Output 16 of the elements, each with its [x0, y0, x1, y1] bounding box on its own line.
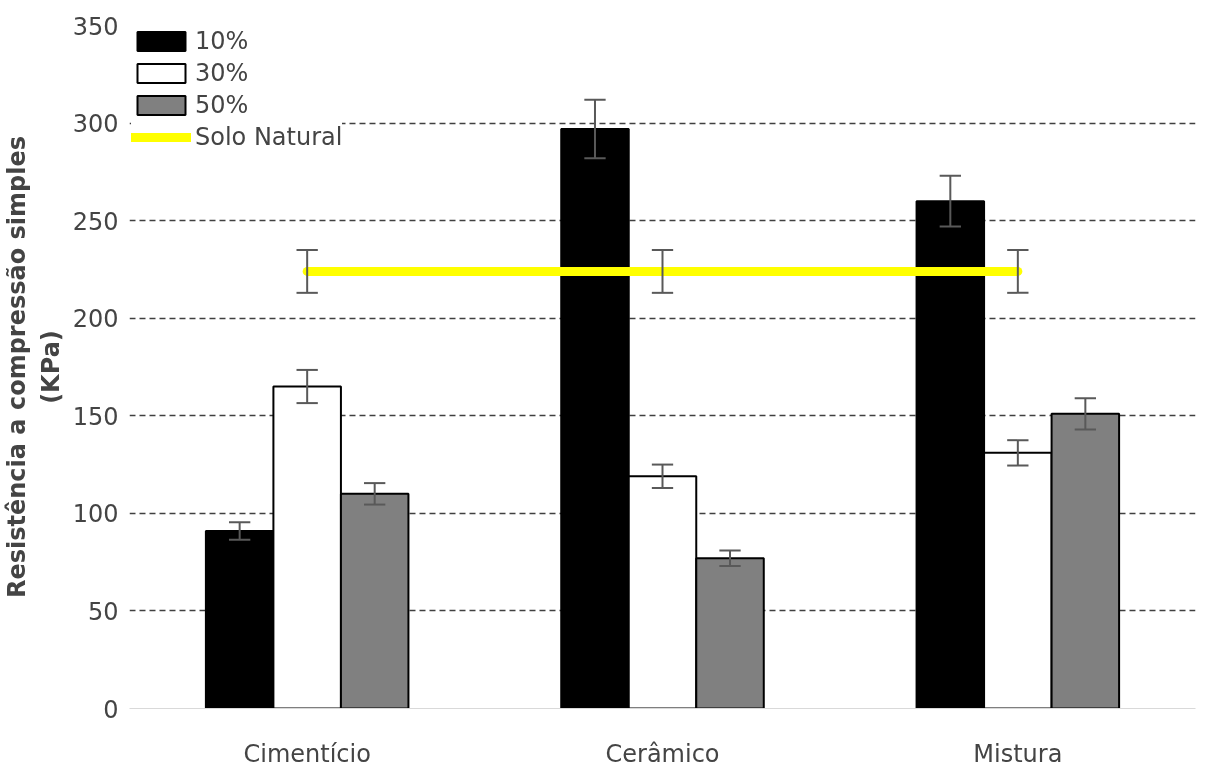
- y-tick-label: 350: [72, 12, 119, 41]
- legend-label: Solo Natural: [195, 123, 343, 151]
- y-tick-label: 300: [72, 110, 119, 139]
- y-tick-label: 150: [72, 402, 119, 431]
- y-tick-label: 0: [103, 695, 119, 724]
- y-tick-label: 100: [72, 500, 119, 529]
- x-tick-label: Mistura: [973, 739, 1063, 768]
- y-axis-title: Resistência a compressão simples (KPa): [3, 135, 65, 599]
- y-tick-label: 250: [72, 207, 119, 236]
- x-tick-label: Cimentício: [243, 739, 371, 768]
- legend-label: 10%: [195, 27, 249, 55]
- y-tick-label: 50: [87, 597, 119, 626]
- y-tick-label: 200: [72, 305, 119, 334]
- x-tick-label: Cerâmico: [605, 739, 720, 768]
- legend-label: 30%: [195, 59, 249, 87]
- legend-label: 50%: [195, 91, 249, 119]
